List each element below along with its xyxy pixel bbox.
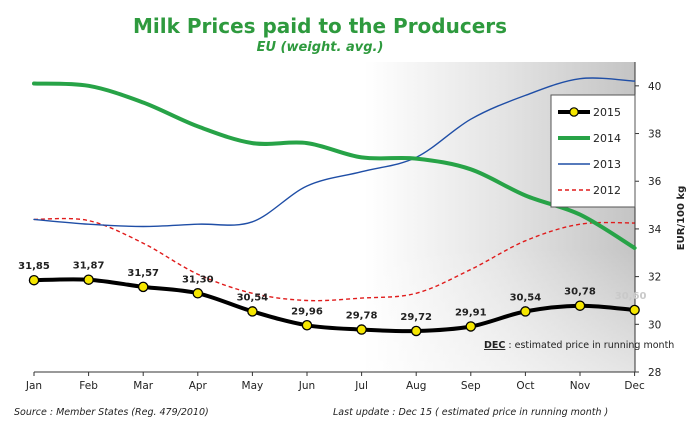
x-tick-label: May [242, 380, 264, 392]
x-axis: Jan Feb Mar Apr May Jun Jul Aug Sep Oct Nov Dec [25, 371, 645, 392]
x-tick-label: Jun [298, 380, 315, 392]
plot-area-shade [34, 62, 635, 372]
point-2015 [137, 281, 149, 293]
point-2015 [520, 306, 531, 317]
y-axis-label: EUR/100 kg [676, 186, 687, 250]
data-label-2015: 30,54 [237, 292, 269, 303]
estimate-note-text: : estimated price in running month [508, 340, 674, 351]
data-labels: 31,85 31,87 31,57 31,30 30,54 29,96 29,78 29,72… [18, 261, 646, 323]
legend-item-2012: 2012 [558, 184, 621, 197]
footer-source: Source : Member States (Reg. 479/2010) [14, 407, 209, 418]
y-tick-label: 40 [648, 81, 661, 93]
point-2015 [574, 300, 586, 311]
x-tick-label: Dec [624, 380, 645, 392]
estimate-note-month: DEC [484, 340, 505, 351]
legend-item-2015: 2015 [558, 106, 621, 119]
legend: 2015 2014 2013 2012 [550, 94, 636, 208]
legend-item-2014: 2014 [558, 132, 621, 145]
legend-label: 2014 [593, 132, 621, 145]
data-label-2015: 29,78 [346, 311, 378, 322]
legend-label: 2015 [593, 106, 621, 119]
y-tick-label: 34 [648, 224, 662, 236]
x-tick-label: Jan [25, 380, 42, 392]
legend-items: 2015 2014 2013 2012 [558, 106, 621, 197]
x-tick-label: Aug [406, 380, 427, 392]
legend-label: 2013 [593, 158, 621, 171]
markers-layer [28, 274, 640, 337]
data-label-2015: 31,87 [73, 261, 105, 272]
point-2015 [356, 324, 367, 335]
x-tick-label: Mar [133, 380, 153, 392]
estimate-note: DEC : estimated price in running month [484, 340, 674, 351]
y-tick-label: 30 [648, 319, 661, 331]
y-tick-label: 28 [648, 367, 661, 379]
data-label-2015: 29,91 [455, 307, 487, 318]
point-2015 [410, 325, 422, 337]
point-2015 [301, 320, 313, 331]
y-tick-label: 32 [648, 272, 661, 284]
x-tick-label: Oct [516, 380, 534, 392]
data-label-2015: 30,54 [510, 292, 542, 303]
point-2015 [247, 306, 258, 317]
point-2015 [629, 304, 640, 316]
x-tick-label: Nov [570, 380, 591, 392]
point-2015 [83, 274, 94, 285]
data-label-2015: 30,78 [564, 287, 596, 298]
chart-subtitle: EU (weight. avg.) [257, 40, 384, 55]
x-tick-label: Apr [189, 380, 208, 392]
series-line-2014 [32, 81, 637, 250]
chart-title: Milk Prices paid to the Producers [133, 14, 507, 38]
point-2015 [465, 321, 477, 332]
data-label-2015: 31,57 [127, 268, 159, 279]
data-label-2015: 30,60 [615, 291, 647, 302]
y-axis: 28 30 32 34 36 38 40 [634, 62, 662, 379]
data-label-2015: 31,30 [182, 274, 214, 285]
point-2015 [192, 288, 204, 299]
legend-item-2013: 2013 [558, 158, 621, 171]
point-2015 [28, 274, 40, 286]
data-label-2015: 29,96 [291, 306, 323, 317]
x-tick-label: Sep [461, 380, 481, 392]
footer-update: Last update : Dec 15 ( estimated price i… [333, 407, 608, 418]
series-line-2012 [33, 217, 635, 302]
x-tick-label: Jul [354, 380, 368, 392]
y-tick-label: 36 [648, 176, 662, 188]
x-tick-label: Feb [79, 380, 98, 392]
legend-marker [569, 107, 579, 117]
legend-label: 2012 [593, 184, 621, 197]
series-line-2013 [33, 77, 636, 228]
y-tick-label: 38 [648, 129, 661, 141]
data-label-2015: 29,72 [400, 312, 432, 323]
data-label-2015: 31,85 [18, 261, 50, 272]
